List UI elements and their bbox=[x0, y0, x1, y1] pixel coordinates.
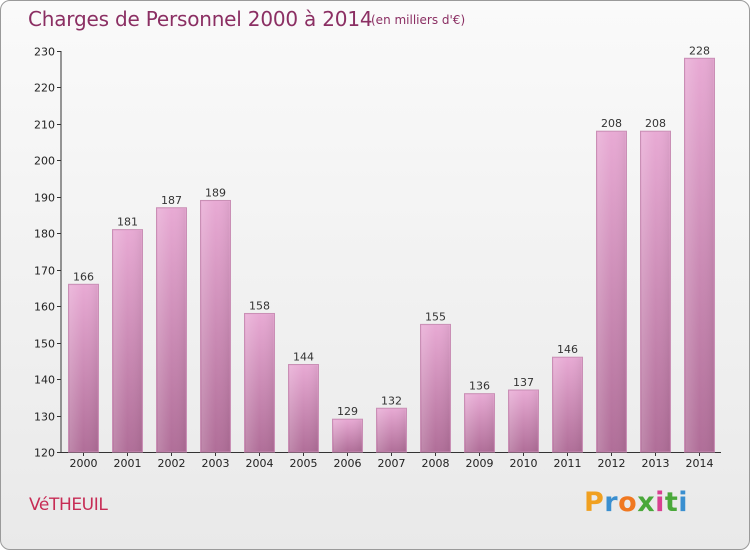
bar-sheen bbox=[597, 132, 626, 451]
logo-letter: o bbox=[618, 487, 638, 518]
bar-sheen bbox=[201, 201, 230, 451]
data-label-2002: 187 bbox=[161, 194, 182, 207]
x-tick-label: 2006 bbox=[334, 457, 362, 470]
bar-sheen bbox=[333, 420, 362, 451]
x-tick-label: 2000 bbox=[70, 457, 98, 470]
bar-sheen bbox=[157, 208, 186, 451]
data-label-2010: 137 bbox=[513, 376, 534, 389]
bar-sheen bbox=[641, 132, 670, 451]
data-label-2007: 132 bbox=[381, 394, 402, 407]
x-tick-label: 2007 bbox=[378, 457, 406, 470]
logo-letter: P bbox=[584, 487, 605, 518]
y-tick-label: 120 bbox=[34, 447, 55, 460]
x-tick-label: 2004 bbox=[246, 457, 274, 470]
x-tick-label: 2013 bbox=[642, 457, 670, 470]
x-tick-label: 2012 bbox=[598, 457, 626, 470]
y-tick-label: 140 bbox=[34, 374, 55, 387]
logo-letter: r bbox=[604, 487, 619, 518]
chart-subtitle: (en milliers d'€) bbox=[371, 13, 466, 27]
bar-sheen bbox=[113, 230, 142, 451]
x-tick-label: 2002 bbox=[158, 457, 186, 470]
data-label-2001: 181 bbox=[117, 216, 138, 229]
x-tick-label: 2014 bbox=[686, 457, 714, 470]
x-tick-label: 2005 bbox=[290, 457, 318, 470]
y-tick-label: 200 bbox=[34, 155, 55, 168]
bar-sheen bbox=[245, 314, 274, 451]
y-tick-label: 230 bbox=[34, 46, 55, 59]
commune-name: VéTHEUIL bbox=[29, 495, 108, 515]
logo-letter: i bbox=[678, 487, 689, 518]
x-axis: 2000 2001 2002 2003 2004 2005 2006 2007 2008 2009… bbox=[61, 452, 721, 470]
data-label-2004: 158 bbox=[249, 299, 270, 312]
logo-letter: x bbox=[637, 487, 656, 518]
data-label-2000: 166 bbox=[73, 270, 94, 283]
y-axis: 120 130 140 150 160 170 180 190 200 210 220 230 bbox=[34, 46, 62, 460]
x-tick-label: 2011 bbox=[554, 457, 582, 470]
x-tick-label: 2003 bbox=[202, 457, 230, 470]
bar-sheen bbox=[685, 59, 714, 452]
x-tick-label: 2001 bbox=[114, 457, 142, 470]
x-tick-label: 2008 bbox=[422, 457, 450, 470]
bar-sheen bbox=[69, 285, 98, 451]
data-label-2011: 146 bbox=[557, 343, 578, 356]
data-label-2012: 208 bbox=[601, 117, 622, 130]
data-labels-group: 166 181 187 189 158 144 129 132 155 136 137 146 208 2… bbox=[73, 44, 710, 418]
data-label-2006: 129 bbox=[337, 405, 358, 418]
chart-title: Charges de Personnel 2000 à 2014 bbox=[28, 7, 373, 31]
bar-sheen bbox=[509, 391, 538, 451]
bar-sheen bbox=[289, 365, 318, 451]
logo-letter: t bbox=[664, 487, 679, 518]
data-label-2013: 208 bbox=[645, 117, 666, 130]
y-tick-label: 150 bbox=[34, 338, 55, 351]
proxiti-logo: Proxiti bbox=[584, 487, 688, 518]
x-tick-label: 2010 bbox=[510, 457, 538, 470]
y-tick-label: 180 bbox=[34, 228, 55, 241]
y-tick-label: 220 bbox=[34, 82, 55, 95]
y-tick-label: 130 bbox=[34, 411, 55, 424]
logo-letter: i bbox=[655, 487, 665, 518]
data-label-2005: 144 bbox=[293, 351, 314, 364]
bars-group bbox=[68, 57, 715, 453]
data-label-2014: 228 bbox=[689, 44, 710, 57]
y-tick-label: 170 bbox=[34, 265, 55, 278]
y-tick-label: 160 bbox=[34, 301, 55, 314]
y-tick-label: 210 bbox=[34, 119, 55, 132]
bar-sheen bbox=[465, 394, 494, 451]
data-label-2008: 155 bbox=[425, 310, 446, 323]
bar-sheen bbox=[553, 358, 582, 451]
data-label-2009: 136 bbox=[469, 380, 490, 393]
x-tick-label: 2009 bbox=[466, 457, 494, 470]
data-label-2003: 189 bbox=[205, 186, 226, 199]
y-tick-label: 190 bbox=[34, 192, 55, 205]
bar-sheen bbox=[421, 325, 450, 451]
bar-sheen bbox=[377, 409, 406, 451]
